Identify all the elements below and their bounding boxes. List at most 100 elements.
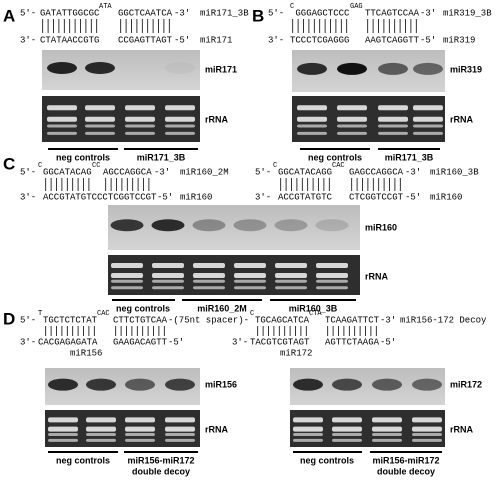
rrna-band bbox=[85, 105, 115, 111]
label: rRNA bbox=[205, 424, 229, 434]
band bbox=[86, 378, 116, 391]
band bbox=[233, 219, 267, 232]
rrna-band bbox=[337, 131, 367, 135]
rrna-band bbox=[293, 417, 323, 423]
sequence: GAG bbox=[350, 3, 363, 11]
sequence: 3'- bbox=[20, 337, 36, 347]
sequence: miR156-172 Decoy bbox=[400, 315, 487, 325]
rrna-band bbox=[193, 263, 225, 268]
band bbox=[412, 378, 442, 391]
sequence: 5'- bbox=[20, 167, 36, 177]
rrna-band bbox=[165, 432, 195, 436]
rrna-band bbox=[125, 432, 155, 436]
rrna-band bbox=[165, 438, 195, 442]
rrna-band bbox=[413, 124, 443, 128]
rrna-band bbox=[234, 263, 266, 268]
band bbox=[47, 62, 77, 74]
rrna-band bbox=[234, 279, 266, 283]
rrna-band bbox=[337, 124, 367, 128]
sequence: CCGAGTTAGT bbox=[118, 35, 173, 45]
sequence: CTCGGTCCGT bbox=[349, 192, 404, 202]
rrna-band bbox=[332, 417, 362, 423]
sequence: TTCAGTCCAA bbox=[365, 8, 420, 18]
rrna-band bbox=[165, 124, 195, 128]
label: rRNA bbox=[365, 271, 389, 281]
sequence: -5' bbox=[420, 35, 436, 45]
rrna-band bbox=[111, 279, 143, 283]
rrna-band bbox=[47, 116, 77, 122]
band bbox=[165, 62, 195, 74]
sequence: 3'- bbox=[255, 192, 271, 202]
sequence: 5'- bbox=[268, 8, 284, 18]
sequence: miR171_3B bbox=[200, 8, 249, 18]
sequence: CC bbox=[92, 162, 100, 170]
sequence: -5' bbox=[405, 192, 421, 202]
sequence: -5' bbox=[174, 35, 190, 45]
northern-blot bbox=[108, 205, 360, 250]
label: neg controls bbox=[56, 455, 110, 465]
label: miR160 bbox=[365, 222, 397, 232]
label: double decoy bbox=[377, 466, 435, 476]
sequence: TGCAGCATCA bbox=[255, 315, 310, 325]
rrna-band bbox=[47, 131, 77, 135]
sequence: AAGTCAGGTT bbox=[365, 35, 420, 45]
rrna-band bbox=[111, 286, 143, 290]
rrna-band bbox=[152, 279, 184, 283]
rrna-band bbox=[297, 105, 327, 111]
sequence: CAC bbox=[332, 162, 345, 170]
rrna-band bbox=[234, 273, 266, 278]
rrna-band bbox=[48, 417, 78, 423]
sequence: -3' bbox=[380, 315, 396, 325]
rrna-band bbox=[165, 116, 195, 122]
sequence: GAAGACAGTT bbox=[113, 337, 168, 347]
label: miR160_2M bbox=[197, 303, 247, 313]
rrna-band bbox=[47, 105, 77, 111]
rrna-band bbox=[316, 273, 348, 278]
sequence: miR171 bbox=[200, 35, 232, 45]
sequence: GGGAGCTCCC bbox=[295, 8, 350, 18]
sequence: miR319 bbox=[443, 35, 475, 45]
label: miR156-miR172 bbox=[372, 455, 439, 465]
sequence: GATATTGGCGC bbox=[40, 8, 100, 18]
rrna-band bbox=[337, 105, 367, 111]
rrna-band bbox=[316, 279, 348, 283]
rrna-band bbox=[152, 286, 184, 290]
rrna-band bbox=[165, 131, 195, 135]
sequence: -3' bbox=[420, 8, 436, 18]
band bbox=[378, 62, 408, 75]
rrna-band bbox=[412, 432, 442, 436]
band bbox=[332, 378, 362, 391]
label: neg controls bbox=[300, 455, 354, 465]
rrna-band bbox=[297, 116, 327, 122]
sequence: miR160_2M bbox=[180, 167, 229, 177]
band bbox=[165, 378, 195, 391]
rrna-band bbox=[234, 286, 266, 290]
sequence: ACCGTATGTCCCTCGGTCCGT bbox=[43, 192, 157, 202]
band bbox=[151, 219, 185, 232]
sequence: -5' bbox=[157, 192, 173, 202]
panel-letter: A bbox=[3, 6, 15, 25]
rrna-band bbox=[86, 432, 116, 436]
sequence: CTATAACCGTG bbox=[40, 35, 99, 45]
rrna-band bbox=[412, 438, 442, 442]
sequence: C bbox=[290, 3, 294, 11]
sequence: 3'- bbox=[268, 35, 284, 45]
label: miR171_3B bbox=[385, 152, 434, 162]
panel-letter: D bbox=[3, 309, 15, 328]
rrna-band bbox=[293, 438, 323, 442]
label: rRNA bbox=[450, 424, 474, 434]
rrna-band bbox=[293, 426, 323, 432]
rrna-band bbox=[85, 131, 115, 135]
sequence: CACGAGAGATA bbox=[38, 337, 98, 347]
sequence: CTTCTGTCAA bbox=[113, 315, 168, 325]
rrna-band bbox=[125, 124, 155, 128]
rrna-band bbox=[378, 105, 408, 111]
rrna-band bbox=[125, 438, 155, 442]
rrna-band bbox=[47, 124, 77, 128]
sequence: -3' bbox=[174, 8, 190, 18]
rrna-band bbox=[413, 105, 443, 111]
rrna-band bbox=[372, 417, 402, 423]
sequence: GGCATACAG bbox=[43, 167, 92, 177]
rrna-band bbox=[275, 279, 307, 283]
sequence: TCCCTCGAGGG bbox=[290, 35, 349, 45]
